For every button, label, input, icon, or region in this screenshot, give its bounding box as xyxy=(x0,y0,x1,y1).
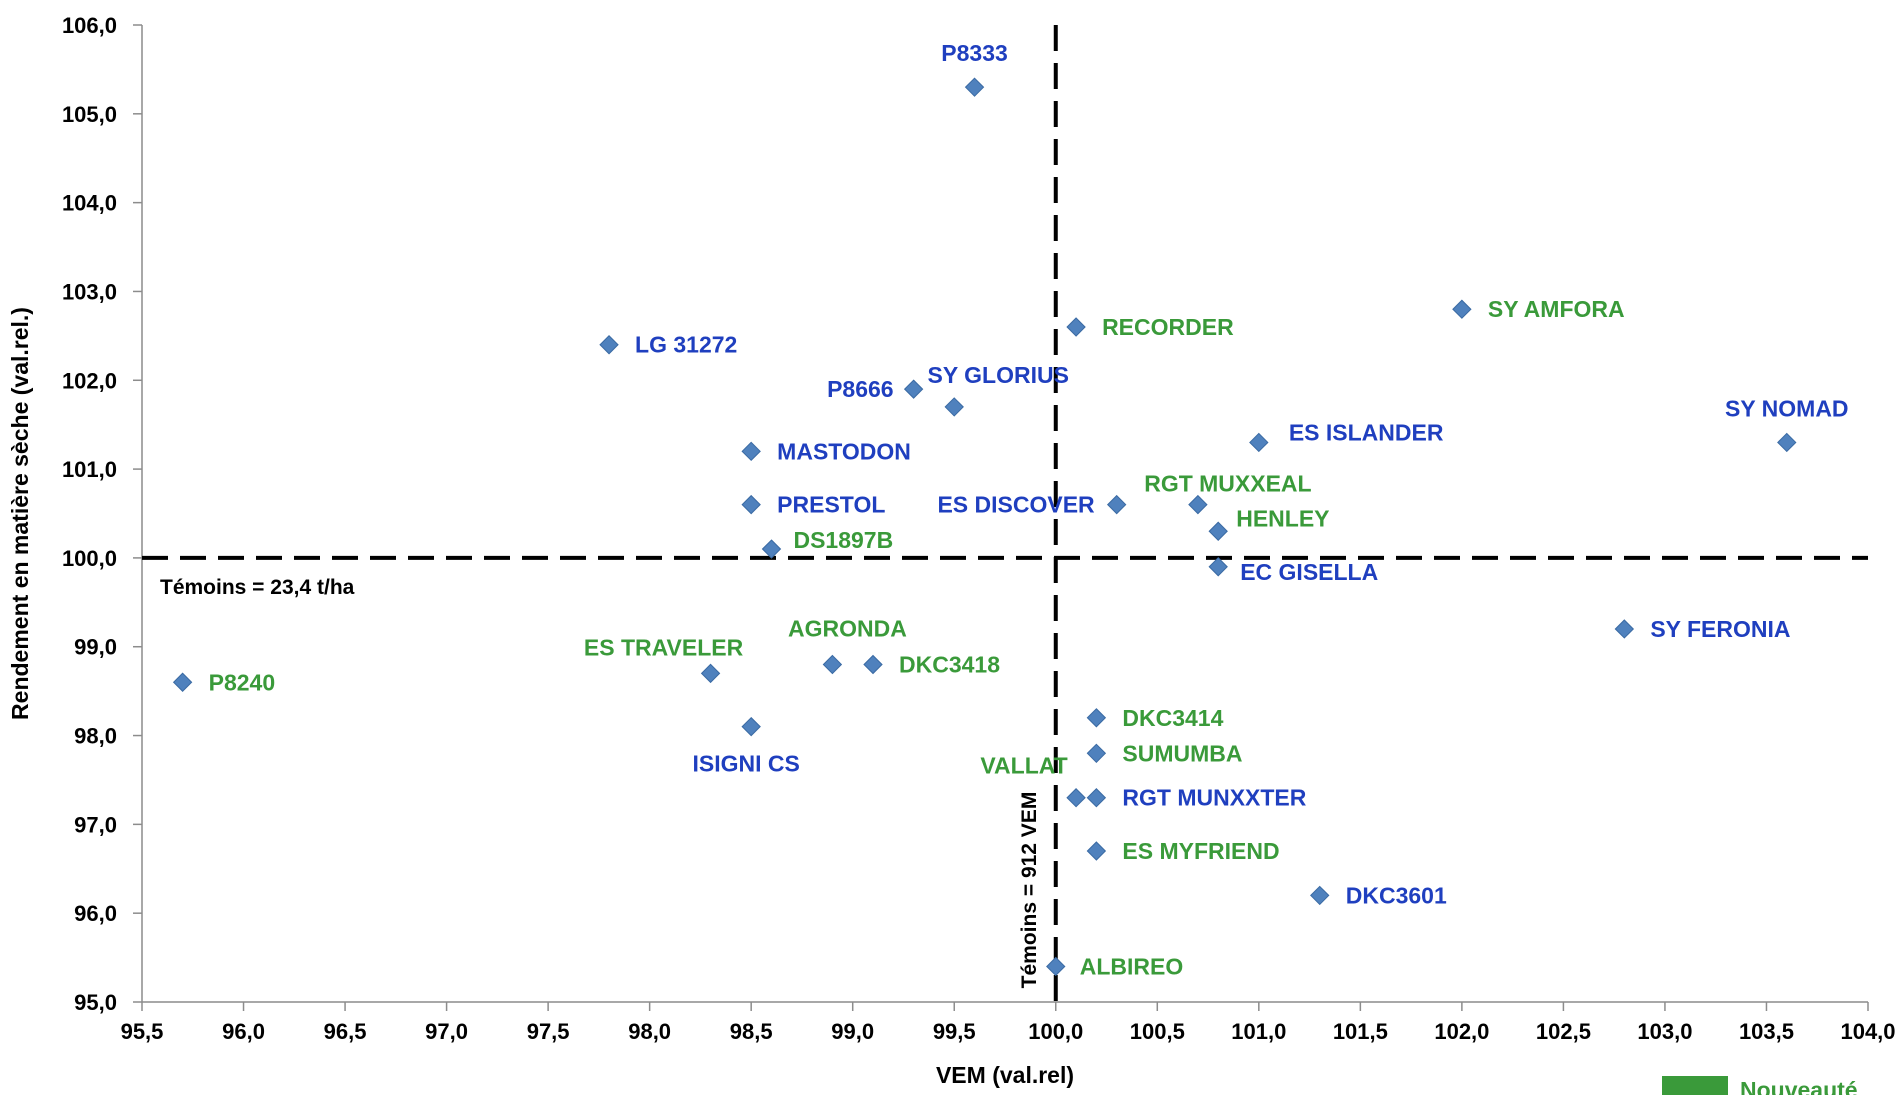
axes: 95,5 96,0 96,5 97,0 97,5 98,0 98,5 99,0 99,5 100,… xyxy=(62,13,1896,1044)
data-point xyxy=(1777,432,1797,453)
data-point xyxy=(1106,494,1127,515)
point-label: DKC3418 xyxy=(899,651,1000,677)
y-tick-label: 102,0 xyxy=(62,368,117,393)
point-label: SY NOMAD xyxy=(1725,395,1849,421)
legend-swatch-nouveaute xyxy=(1662,1076,1728,1095)
data-point xyxy=(1249,432,1269,453)
x-tick-label: 103,5 xyxy=(1739,1019,1794,1044)
horizontal-reference-label: Témoins = 23,4 t/ha xyxy=(160,576,355,599)
point-label: PRESTOL xyxy=(777,492,885,518)
y-tick-label: 97,0 xyxy=(74,812,117,837)
point-label: VALLAT xyxy=(980,753,1067,779)
data-point xyxy=(1310,885,1330,906)
data-point xyxy=(1066,788,1086,808)
data-point xyxy=(822,654,843,675)
point-label: RGT MUXXEAL xyxy=(1144,471,1311,497)
x-tick-label: 102,5 xyxy=(1536,1019,1591,1044)
point-label: SY FERONIA xyxy=(1650,616,1790,642)
point-label: AGRONDA xyxy=(788,615,907,641)
x-tick-label: 101,0 xyxy=(1231,1019,1286,1044)
x-tick-label: 98,0 xyxy=(628,1019,671,1044)
data-point xyxy=(1086,708,1107,728)
data-point xyxy=(1208,557,1228,577)
x-tick-label: 100,0 xyxy=(1028,1019,1083,1044)
point-label: P8333 xyxy=(941,40,1008,66)
x-tick-label: 104,0 xyxy=(1840,1019,1895,1044)
legend-label-nouveaute: Nouveauté xyxy=(1740,1077,1858,1095)
point-labels: P8333 LG 31272 P8666 SY GLORIUS RECORDER SY A… xyxy=(209,40,1849,979)
point-label: LG 31272 xyxy=(635,332,737,358)
x-tick-label: 100,5 xyxy=(1130,1019,1185,1044)
y-tick-label: 106,0 xyxy=(62,13,117,38)
point-label: ISIGNI CS xyxy=(692,751,799,777)
legend: Nouveauté xyxy=(1662,1076,1858,1095)
x-tick-label: 98,5 xyxy=(730,1019,773,1044)
data-point xyxy=(741,716,761,737)
x-tick-label: 97,0 xyxy=(425,1019,468,1044)
data-point xyxy=(172,672,193,692)
x-tick-label: 95,5 xyxy=(121,1019,164,1044)
y-tick-label: 100,0 xyxy=(62,546,117,571)
point-label: MASTODON xyxy=(777,438,911,464)
point-label: SY GLORIUS xyxy=(928,362,1069,388)
reference-lines xyxy=(142,25,1868,1002)
data-points xyxy=(172,77,1797,977)
y-tick-label: 105,0 xyxy=(62,102,117,127)
x-tick-label: 103,0 xyxy=(1637,1019,1692,1044)
data-point xyxy=(1614,619,1635,639)
x-axis-title: VEM (val.rel) xyxy=(936,1062,1074,1088)
x-tick-label: 96,5 xyxy=(324,1019,367,1044)
data-point xyxy=(700,663,721,684)
data-point xyxy=(964,77,985,97)
data-point xyxy=(599,335,619,355)
data-point xyxy=(1086,788,1107,808)
point-label: DKC3414 xyxy=(1122,705,1223,731)
x-tick-label: 99,0 xyxy=(831,1019,874,1044)
x-tick-label: 96,0 xyxy=(222,1019,265,1044)
point-label: RGT MUNXXTER xyxy=(1122,785,1306,811)
point-label: DKC3601 xyxy=(1346,882,1447,908)
data-point xyxy=(1066,317,1086,337)
y-tick-label: 103,0 xyxy=(62,279,117,304)
point-label: P8666 xyxy=(827,376,894,402)
point-label: SY AMFORA xyxy=(1488,296,1625,322)
data-point xyxy=(1046,956,1066,977)
point-label: ES TRAVELER xyxy=(584,634,744,660)
data-point xyxy=(1188,494,1208,515)
vertical-reference-label: Témoins = 912 VEM xyxy=(1018,792,1041,989)
data-point xyxy=(741,441,761,462)
point-label: ES ISLANDER xyxy=(1289,419,1444,445)
point-label: EC GISELLA xyxy=(1240,559,1378,585)
point-label: SUMUMBA xyxy=(1122,740,1242,766)
data-point xyxy=(741,494,761,515)
x-tick-label: 99,5 xyxy=(933,1019,976,1044)
x-tick-label: 101,5 xyxy=(1333,1019,1388,1044)
point-label: P8240 xyxy=(209,669,276,695)
point-label: ALBIREO xyxy=(1080,953,1184,979)
y-tick-label: 101,0 xyxy=(62,457,117,482)
y-tick-label: 99,0 xyxy=(74,635,117,660)
point-label: ES MYFRIEND xyxy=(1122,838,1279,864)
data-point xyxy=(1208,521,1228,541)
y-tick-label: 96,0 xyxy=(74,901,117,926)
y-tick-label: 104,0 xyxy=(62,191,117,216)
data-point xyxy=(761,539,782,559)
data-point xyxy=(944,397,964,417)
x-tick-label: 102,0 xyxy=(1434,1019,1489,1044)
y-tick-label: 98,0 xyxy=(74,724,117,749)
point-label: HENLEY xyxy=(1236,505,1329,531)
x-tick-label: 97,5 xyxy=(527,1019,570,1044)
y-axis-title: Rendement en matière sèche (val.rel.) xyxy=(7,307,33,720)
data-point xyxy=(903,379,924,399)
data-point xyxy=(1452,299,1472,319)
point-label: DS1897B xyxy=(793,527,893,553)
data-point xyxy=(1086,841,1107,861)
point-label: RECORDER xyxy=(1102,314,1234,340)
data-point xyxy=(863,654,883,675)
data-point xyxy=(1086,743,1107,764)
y-tick-label: 95,0 xyxy=(74,990,117,1015)
point-label: ES DISCOVER xyxy=(937,492,1095,518)
